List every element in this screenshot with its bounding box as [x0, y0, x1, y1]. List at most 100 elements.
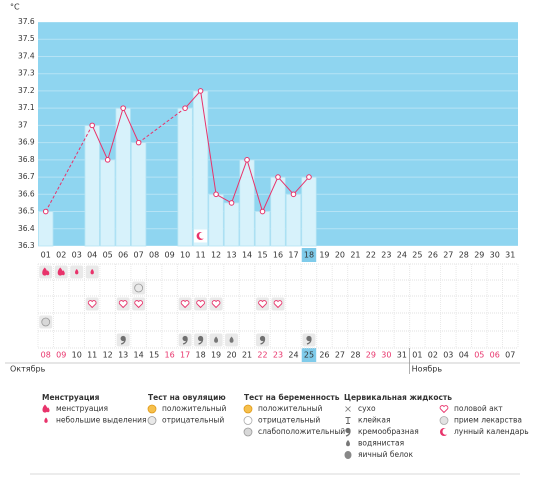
temperature-bar — [301, 176, 317, 247]
temperature-bar — [223, 202, 240, 247]
date-label: 12 — [103, 351, 113, 360]
icon-moon-cut — [442, 428, 450, 435]
temperature-bar — [254, 211, 271, 247]
icon-drop — [42, 404, 48, 413]
temperature-bar — [131, 142, 147, 247]
temperature-point — [275, 174, 281, 180]
icon-drop — [90, 269, 94, 275]
temperature-point — [120, 105, 126, 111]
cycle-day-label[interactable]: 20 — [335, 251, 345, 260]
cycle-day-label[interactable]: 10 — [180, 251, 190, 260]
date-label: 15 — [149, 351, 159, 360]
temperature-bar — [177, 107, 193, 247]
cycle-day-label[interactable]: 31 — [505, 251, 515, 260]
y-tick-label: 36.5 — [18, 207, 35, 216]
day-marker — [85, 265, 99, 279]
cycle-day-label[interactable]: 25 — [412, 251, 422, 260]
cycle-day-label[interactable]: 01 — [41, 251, 51, 260]
cycle-day-label[interactable]: 03 — [72, 251, 82, 260]
cycle-day-label[interactable]: 07 — [134, 251, 144, 260]
cycle-day-label[interactable]: 06 — [118, 251, 128, 260]
cycle-day-label[interactable]: 09 — [165, 251, 175, 260]
temperature-point — [290, 191, 297, 198]
icon-circle — [147, 404, 157, 414]
cycle-day-label[interactable]: 18 — [304, 251, 314, 260]
cycle-day-label[interactable]: 12 — [211, 251, 221, 260]
icon-circle — [134, 283, 144, 293]
legend-label: прием лекарства — [454, 416, 522, 425]
legend-item: прием лекарства — [439, 416, 522, 425]
icon-moon-cut — [199, 232, 206, 239]
date-label: 19 — [211, 351, 221, 360]
y-tick-label: 37 — [18, 120, 28, 129]
month-label: Ноябрь — [412, 365, 443, 374]
date-label: 29 — [366, 351, 376, 360]
temperature-bar — [115, 107, 131, 247]
day-marker — [194, 297, 208, 311]
legend-item: яичный белок — [344, 450, 414, 459]
cycle-day-label[interactable]: 29 — [474, 251, 484, 260]
date-label: 22 — [257, 351, 267, 360]
icon-drop — [229, 336, 234, 343]
icon-circle — [243, 416, 253, 425]
gap-connector — [45, 125, 93, 212]
cycle-day-label[interactable]: 22 — [366, 251, 376, 260]
legend-label: положительный — [258, 404, 323, 413]
cycle-day-label[interactable]: 16 — [273, 251, 283, 260]
legend-item: положительный — [147, 404, 227, 414]
cycle-day-label[interactable]: 27 — [443, 251, 453, 260]
date-label: 25 — [304, 351, 314, 360]
cycle-day-label[interactable]: 11 — [195, 251, 205, 260]
cycle-day-label[interactable]: 05 — [103, 251, 113, 260]
cycle-day-label[interactable]: 15 — [257, 251, 267, 260]
cycle-day-label[interactable]: 19 — [319, 251, 329, 260]
legend-label: клейкая — [358, 416, 390, 425]
temperature-point — [213, 191, 219, 198]
legend-label: небольшие выделения — [56, 416, 147, 425]
cycle-day-label[interactable]: 28 — [459, 251, 469, 260]
cycle-day-label[interactable]: 08 — [149, 251, 159, 260]
day-marker — [39, 265, 53, 279]
legend-item: сухо — [345, 404, 376, 413]
icon-x — [345, 406, 351, 412]
day-marker — [194, 229, 208, 243]
cycle-day-label[interactable]: 21 — [350, 251, 360, 260]
temperature-point — [197, 88, 204, 94]
cycle-day-label[interactable]: 02 — [56, 251, 66, 260]
icon-drop — [46, 270, 50, 276]
date-label: 09 — [56, 351, 66, 360]
icon-creamy-tail — [120, 338, 126, 345]
y-tick-label: 36.9 — [18, 138, 35, 147]
icon-heart — [118, 300, 128, 309]
temperature-point — [89, 122, 95, 129]
legend-label: отрицательный — [258, 416, 320, 425]
selected-date-highlight — [301, 348, 317, 362]
icon-drop — [346, 440, 350, 447]
cycle-day-label[interactable]: 04 — [87, 251, 97, 260]
cycle-day-label[interactable]: 17 — [288, 251, 298, 260]
cycle-day-label[interactable]: 26 — [428, 251, 438, 260]
temperature-line — [91, 106, 140, 162]
day-marker — [209, 333, 223, 347]
day-marker — [302, 333, 316, 347]
legend-label: отрицательный — [162, 416, 224, 425]
legend-item: менструация — [42, 404, 108, 413]
cycle-day-label[interactable]: 24 — [397, 251, 407, 260]
y-tick-label: 36.7 — [18, 172, 35, 181]
y-tick-label: 37.5 — [18, 34, 35, 43]
icon-creamy-tail — [306, 338, 312, 345]
y-tick-label: 36.8 — [18, 155, 35, 164]
temperature-bar — [84, 124, 100, 247]
day-marker — [194, 333, 208, 347]
cycle-day-label[interactable]: 23 — [381, 251, 391, 260]
legend-item: половой акт — [439, 404, 503, 414]
cycle-day-label[interactable]: 14 — [242, 251, 252, 260]
icon-circle — [243, 427, 253, 437]
date-label: 05 — [474, 351, 484, 360]
cycle-day-label[interactable]: 13 — [226, 251, 236, 260]
day-marker — [132, 297, 146, 311]
day-marker — [178, 333, 192, 347]
date-label: 23 — [273, 351, 283, 360]
icon-heart — [134, 300, 143, 309]
cycle-day-label[interactable]: 30 — [490, 251, 500, 260]
